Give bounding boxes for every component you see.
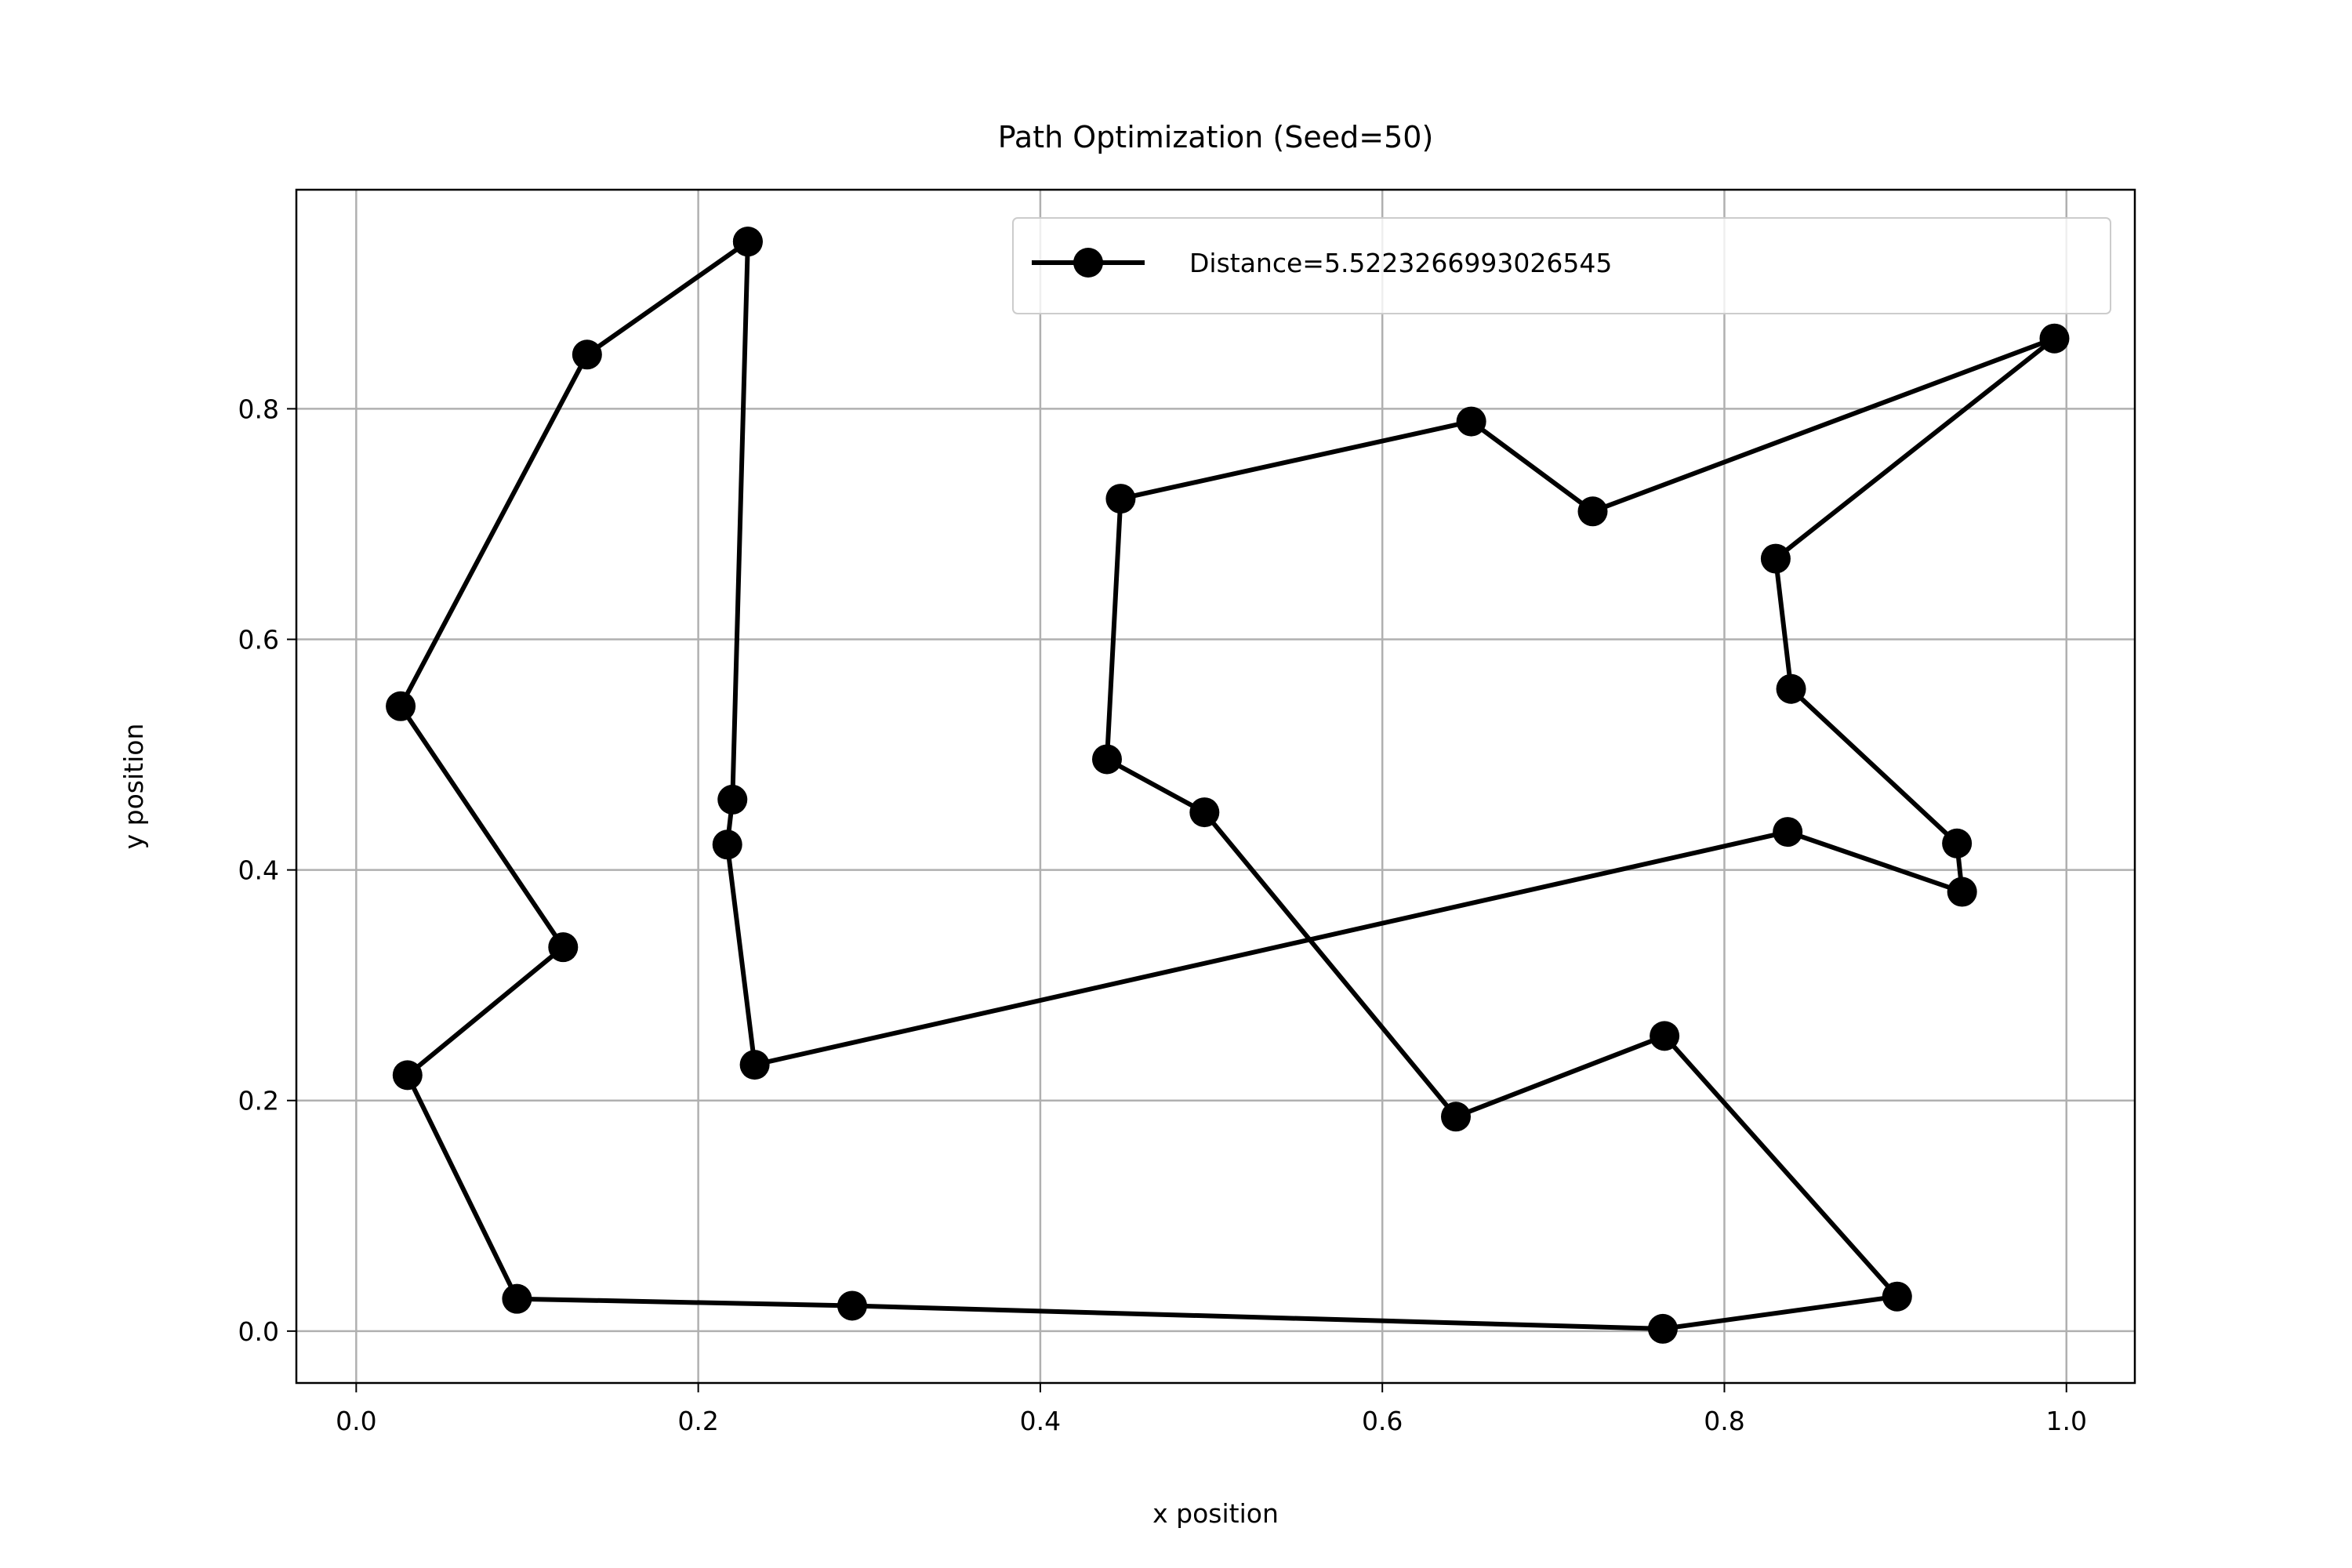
legend-box (1012, 217, 2111, 314)
path-point (1647, 1313, 1678, 1344)
path-point (1577, 496, 1608, 527)
path-point (1882, 1281, 1912, 1312)
path-point (1091, 744, 1122, 775)
path-point (732, 227, 763, 257)
x-tick-label: 0.2 (677, 1406, 718, 1436)
ticks: 0.0 0.2 0.4 0.6 0.8 1.0 0.0 0.2 0.4 0.6 0.8 (238, 394, 2087, 1436)
path-point (548, 932, 579, 963)
legend: Distance=5.5223266993026545 (1012, 217, 2111, 314)
path-point (1440, 1102, 1471, 1132)
path-point (1773, 817, 1803, 848)
path-point (837, 1290, 867, 1321)
chart-title: Path Optimization (Seed=50) (998, 120, 1434, 154)
y-tick-label: 0.4 (238, 855, 279, 886)
x-tick-label: 0.4 (1020, 1406, 1061, 1436)
path-point (1947, 877, 1977, 907)
path-line (398, 239, 2057, 1331)
axes-frame (295, 188, 2136, 1385)
path-point (1776, 673, 1806, 704)
path-point (1105, 484, 1136, 514)
y-tick-label: 0.2 (238, 1086, 279, 1116)
path-point (386, 691, 416, 721)
x-tick-label: 0.0 (336, 1406, 376, 1436)
x-tick-label: 1.0 (2046, 1406, 2087, 1436)
path-point (1650, 1021, 1680, 1051)
legend-label: Distance=5.5223266993026545 (1189, 248, 1612, 278)
path-point (1189, 797, 1220, 828)
y-tick-label: 0.6 (238, 625, 279, 655)
y-axis-label: y position (118, 724, 149, 850)
y-tick-label: 0.8 (238, 394, 279, 424)
plot-area (386, 227, 2070, 1344)
x-axis-label: x position (1152, 1498, 1279, 1529)
path-point (572, 339, 602, 370)
grid (296, 190, 2135, 1383)
path-point (2039, 323, 2070, 354)
path-point (502, 1283, 532, 1314)
path-point (392, 1060, 423, 1091)
path-point (1456, 406, 1486, 437)
legend-marker (1073, 248, 1103, 278)
path-point (717, 784, 748, 815)
path-point (712, 829, 742, 860)
path-point (1760, 543, 1791, 574)
x-tick-label: 0.6 (1362, 1406, 1403, 1436)
path-point (1942, 828, 1973, 858)
x-tick-label: 0.8 (1704, 1406, 1744, 1436)
y-tick-label: 0.0 (238, 1316, 279, 1347)
path-point (739, 1050, 770, 1080)
